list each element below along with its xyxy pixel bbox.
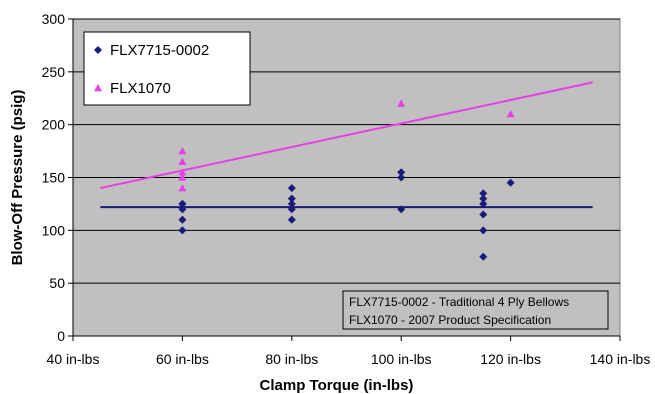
x-tick-labels: 40 in-lbs 60 in-lbs 80 in-lbs 100 in-lbs 120… bbox=[47, 351, 651, 367]
point-series-0 bbox=[287, 199, 296, 208]
data-points bbox=[178, 99, 515, 261]
y-tick-label: 50 bbox=[49, 275, 65, 291]
annotation-line-1: FLX7715-0002 - Traditional 4 Ply Bellows bbox=[349, 295, 569, 309]
point-series-1 bbox=[178, 168, 187, 176]
point-series-0 bbox=[178, 226, 187, 235]
point-series-1 bbox=[506, 110, 515, 118]
annotation-line-2: FLX1070 - 2007 Product Specification bbox=[349, 313, 551, 327]
y-tick-label: 150 bbox=[42, 170, 66, 186]
point-series-0 bbox=[479, 226, 488, 235]
point-series-0 bbox=[479, 199, 488, 208]
y-tick-label: 200 bbox=[42, 117, 66, 133]
x-tick-label: 40 in-lbs bbox=[47, 351, 100, 367]
point-series-0 bbox=[397, 205, 406, 214]
point-series-0 bbox=[178, 199, 187, 208]
legend-label-flx7715: FLX7715-0002 bbox=[110, 42, 209, 59]
point-series-0 bbox=[287, 184, 296, 193]
x-tick-label: 120 in-lbs bbox=[480, 351, 541, 367]
point-series-0 bbox=[397, 168, 406, 177]
y-tick-label: 250 bbox=[42, 64, 66, 80]
x-tick-label: 80 in-lbs bbox=[265, 351, 318, 367]
x-axis-title: Clamp Torque (in-lbs) bbox=[260, 377, 414, 394]
point-series-0 bbox=[506, 178, 515, 187]
point-series-1 bbox=[178, 157, 187, 165]
point-series-0 bbox=[479, 194, 488, 203]
point-series-1 bbox=[178, 173, 187, 181]
y-tick-labels: 0 50 100 150 200 250 300 bbox=[42, 11, 66, 344]
x-tick-label: 140 in-lbs bbox=[590, 351, 651, 367]
x-tick-label: 100 in-lbs bbox=[371, 351, 432, 367]
y-tick-label: 300 bbox=[42, 11, 66, 27]
point-series-0 bbox=[479, 210, 488, 219]
annotation-box: FLX7715-0002 - Traditional 4 Ply Bellows… bbox=[342, 290, 609, 330]
x-tick-label: 60 in-lbs bbox=[156, 351, 209, 367]
y-tick-label: 100 bbox=[42, 222, 66, 238]
annotation-border bbox=[342, 290, 609, 330]
point-series-0 bbox=[287, 205, 296, 214]
y-axis-title: Blow-Off Pressure (psig) bbox=[9, 90, 26, 266]
axes bbox=[68, 18, 621, 341]
legend-label-flx1070: FLX1070 bbox=[110, 80, 171, 97]
point-series-0 bbox=[479, 252, 488, 261]
y-tick-label: 0 bbox=[57, 328, 65, 344]
legend-marker-flx1070 bbox=[94, 84, 102, 92]
point-series-1 bbox=[397, 99, 406, 107]
point-series-0 bbox=[178, 205, 187, 214]
legend-box bbox=[83, 31, 251, 106]
point-series-0 bbox=[178, 215, 187, 224]
point-series-0 bbox=[479, 189, 488, 198]
point-series-0 bbox=[397, 173, 406, 182]
point-series-1 bbox=[178, 147, 187, 155]
legend-marker-flx7715 bbox=[94, 46, 102, 54]
point-series-0 bbox=[287, 194, 296, 203]
point-series-0 bbox=[287, 215, 296, 224]
point-series-1 bbox=[178, 184, 187, 192]
legend: FLX7715-0002 FLX1070 bbox=[83, 31, 251, 106]
